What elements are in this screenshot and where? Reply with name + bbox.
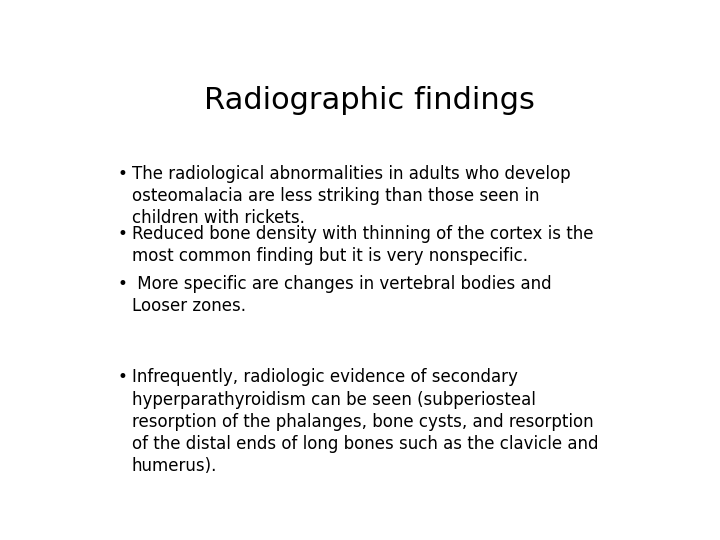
Text: Radiographic findings: Radiographic findings <box>204 85 534 114</box>
Text: More specific are changes in vertebral bodies and
Looser zones.: More specific are changes in vertebral b… <box>132 275 552 315</box>
Text: •: • <box>118 225 127 243</box>
Text: •: • <box>118 368 127 386</box>
Text: •: • <box>118 165 127 183</box>
Text: Infrequently, radiologic evidence of secondary
hyperparathyroidism can be seen (: Infrequently, radiologic evidence of sec… <box>132 368 598 475</box>
Text: Reduced bone density with thinning of the cortex is the
most common finding but : Reduced bone density with thinning of th… <box>132 225 593 265</box>
Text: The radiological abnormalities in adults who develop
osteomalacia are less strik: The radiological abnormalities in adults… <box>132 165 570 227</box>
Text: •: • <box>118 275 127 293</box>
